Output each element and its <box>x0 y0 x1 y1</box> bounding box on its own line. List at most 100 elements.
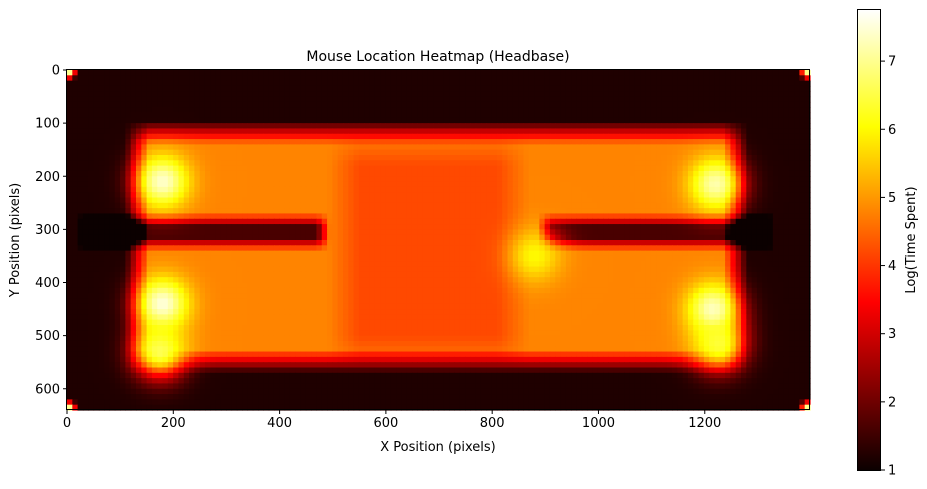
heatmap-cell <box>804 155 811 161</box>
heatmap-cell <box>714 192 721 199</box>
heatmap-cell <box>231 155 238 161</box>
heatmap-cell <box>475 128 482 135</box>
heatmap-cell <box>549 176 556 183</box>
heatmap-cell <box>672 91 678 98</box>
heatmap-cell <box>231 186 238 193</box>
heatmap-cell <box>634 123 641 130</box>
heatmap-cell <box>794 240 800 246</box>
heatmap-cell <box>342 128 349 135</box>
heatmap-cell <box>454 107 461 114</box>
heatmap-cell <box>146 176 153 183</box>
heatmap-cell <box>693 202 700 209</box>
heatmap-cell <box>470 80 477 87</box>
heatmap-cell <box>321 197 328 204</box>
heatmap-cell <box>125 96 132 103</box>
heatmap-cell <box>295 192 302 199</box>
heatmap-cell <box>470 123 477 130</box>
heatmap-cell <box>337 245 344 252</box>
heatmap-cell <box>502 186 509 193</box>
heatmap-cell <box>454 133 461 140</box>
heatmap-cell <box>480 155 487 161</box>
heatmap-cell <box>342 133 349 140</box>
heatmap-cell <box>756 144 763 151</box>
heatmap-cell <box>258 250 264 257</box>
heatmap-cell <box>507 144 514 151</box>
heatmap-cell <box>337 112 344 119</box>
heatmap-cell <box>549 186 556 193</box>
heatmap-cell <box>788 240 795 246</box>
heatmap-cell <box>252 155 259 161</box>
heatmap-cell <box>157 96 164 103</box>
heatmap-cell <box>549 229 556 236</box>
heatmap-cell <box>417 133 424 140</box>
heatmap-cell <box>587 112 594 119</box>
heatmap-cell <box>544 224 551 230</box>
heatmap-cell <box>576 107 583 114</box>
heatmap-cell <box>443 250 450 257</box>
heatmap-cell <box>348 240 355 246</box>
heatmap-cell <box>470 85 477 92</box>
heatmap-cell <box>486 155 493 161</box>
heatmap-cell <box>157 117 164 124</box>
heatmap-cell <box>539 117 546 124</box>
heatmap-cell <box>788 123 795 130</box>
heatmap-cell <box>348 197 355 204</box>
heatmap-cell <box>571 149 578 156</box>
heatmap-cell <box>656 107 662 114</box>
heatmap-cell <box>114 213 121 220</box>
heatmap-cell <box>82 112 89 119</box>
heatmap-cell <box>157 75 164 82</box>
heatmap-cell <box>565 144 572 151</box>
heatmap-cell <box>167 107 174 114</box>
heatmap-cell <box>698 123 705 130</box>
heatmap-cell <box>422 80 429 87</box>
heatmap-cell <box>173 128 180 135</box>
heatmap-cell <box>422 165 429 172</box>
heatmap-cell <box>459 160 466 167</box>
heatmap-cell <box>459 75 466 82</box>
heatmap-cell <box>730 112 737 119</box>
heatmap-cell <box>236 117 243 124</box>
heatmap-cell <box>374 80 381 87</box>
heatmap-cell <box>762 128 769 135</box>
heatmap-cell <box>772 139 779 145</box>
heatmap-cell <box>693 133 700 140</box>
heatmap-cell <box>714 186 721 193</box>
heatmap-cell <box>534 165 540 172</box>
heatmap-cell <box>406 85 413 92</box>
heatmap-cell <box>597 112 604 119</box>
heatmap-cell <box>666 144 673 151</box>
heatmap-cell <box>634 160 641 167</box>
heatmap-cell <box>618 91 625 98</box>
heatmap-cell <box>751 101 758 108</box>
heatmap-cell <box>592 186 599 193</box>
heatmap-cell <box>794 229 800 236</box>
heatmap-cell <box>178 107 185 114</box>
heatmap-cell <box>645 202 652 209</box>
heatmap-cell <box>226 160 233 167</box>
heatmap-cell <box>321 96 328 103</box>
heatmap-cell <box>539 218 546 225</box>
heatmap-cell <box>162 107 169 114</box>
heatmap-cell <box>741 139 747 145</box>
heatmap-cell <box>539 197 546 204</box>
heatmap-cell <box>465 229 471 236</box>
heatmap-cell <box>703 139 710 145</box>
heatmap-cell <box>687 107 694 114</box>
heatmap-cell <box>396 128 402 135</box>
heatmap-cell <box>640 75 647 82</box>
heatmap-cell <box>236 107 243 114</box>
heatmap-cell <box>555 80 562 87</box>
heatmap-cell <box>364 208 371 215</box>
heatmap-cell <box>459 155 466 161</box>
heatmap-cell <box>491 149 498 156</box>
heatmap-cell <box>369 224 376 230</box>
heatmap-cell <box>284 186 291 193</box>
heatmap-cell <box>523 117 530 124</box>
heatmap-cell <box>454 112 461 119</box>
heatmap-cell <box>756 75 763 82</box>
heatmap-cell <box>114 255 121 262</box>
heatmap-cell <box>618 165 625 172</box>
heatmap-cell <box>295 245 302 252</box>
heatmap-cell <box>189 75 195 82</box>
